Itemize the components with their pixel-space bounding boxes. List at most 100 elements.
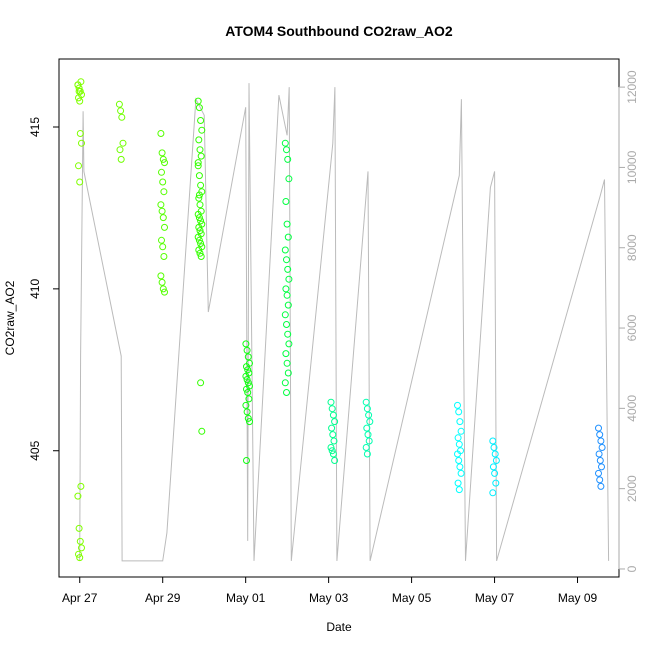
data-point [198,126,206,134]
data-point [283,291,291,299]
scatter-layer [74,78,606,562]
data-point [596,476,604,484]
y2-tick-label: 6000 [625,314,639,341]
y-tick-label: 415 [28,117,42,137]
data-point [242,401,250,409]
data-point [363,450,371,458]
data-point [78,544,85,552]
data-point [161,288,168,296]
data-point [283,321,290,328]
data-point [159,285,167,293]
data-point [160,253,168,260]
data-point [598,444,606,451]
data-point [329,450,337,458]
y-axis-label: CO2raw_AO2 [3,280,17,355]
data-point [595,450,603,458]
data-point [489,489,497,497]
x-tick-label: May 07 [475,591,515,605]
data-point [75,94,82,102]
data-point [115,100,123,108]
data-point [159,214,167,222]
data-point [454,434,462,442]
data-point [195,136,203,144]
data-point [363,424,371,432]
data-point [194,233,202,241]
data-point [329,411,337,419]
data-point [195,236,203,244]
secondary-line-layer [79,83,610,562]
data-point [197,217,205,225]
data-point [364,431,372,439]
data-point [283,359,291,367]
data-point [595,469,602,477]
y2-tick-label: 4000 [625,395,639,422]
data-point [117,107,125,115]
x-tick-label: May 09 [558,591,598,605]
data-point [283,146,290,154]
data-point [366,418,374,426]
data-point [195,191,203,199]
data-point [194,210,202,218]
data-point [456,418,464,426]
data-point [157,272,165,280]
data-point [331,418,339,426]
data-point [76,97,84,105]
data-point [117,155,125,163]
data-point [161,223,168,231]
data-point [362,444,370,451]
data-point [195,104,203,112]
data-point [489,437,497,445]
data-point [283,256,290,264]
data-point [197,240,205,247]
data-point [159,155,167,163]
data-point [244,414,252,422]
data-point [597,482,605,490]
data-point [285,275,293,283]
data-point [457,469,465,477]
y2-tick-label: 12000 [625,70,639,104]
data-point [327,398,335,406]
y-tick-label: 410 [28,279,42,299]
data-point [365,437,373,445]
data-point [457,427,465,435]
data-point [243,457,250,464]
data-point [158,278,166,286]
data-point [194,159,202,167]
data-point [282,198,290,205]
data-point [77,482,85,490]
data-point [492,479,500,487]
x-tick-label: Apr 29 [145,591,181,605]
data-point [329,431,337,439]
data-point [160,188,168,196]
y2-tick-label: 2000 [625,475,639,502]
data-point [328,424,336,432]
data-point [454,479,462,487]
data-point [75,550,82,558]
data-point [284,265,292,273]
data-point [244,379,252,387]
data-point [157,130,165,137]
data-point [196,146,204,154]
data-point [284,330,292,338]
data-point [330,437,338,445]
data-point [197,117,205,124]
data-point [595,424,602,432]
data-point [198,427,206,435]
data-point [159,243,167,251]
axes: Apr 27 Apr 29 May 01 May 03 May 05 May 07 May … [28,70,639,605]
data-point [243,363,250,371]
chart-title: ATOM4 Southbound CO2raw_AO2 [225,23,453,39]
data-point [196,227,204,235]
data-point [197,181,205,189]
data-point [194,97,202,105]
data-point [75,524,83,532]
x-tick-label: May 01 [226,591,266,605]
x-tick-label: May 05 [392,591,432,605]
data-point [242,340,250,348]
data-point [76,178,84,186]
data-point [455,408,463,416]
data-point [246,418,253,426]
data-point [492,457,500,464]
data-point [195,223,203,231]
